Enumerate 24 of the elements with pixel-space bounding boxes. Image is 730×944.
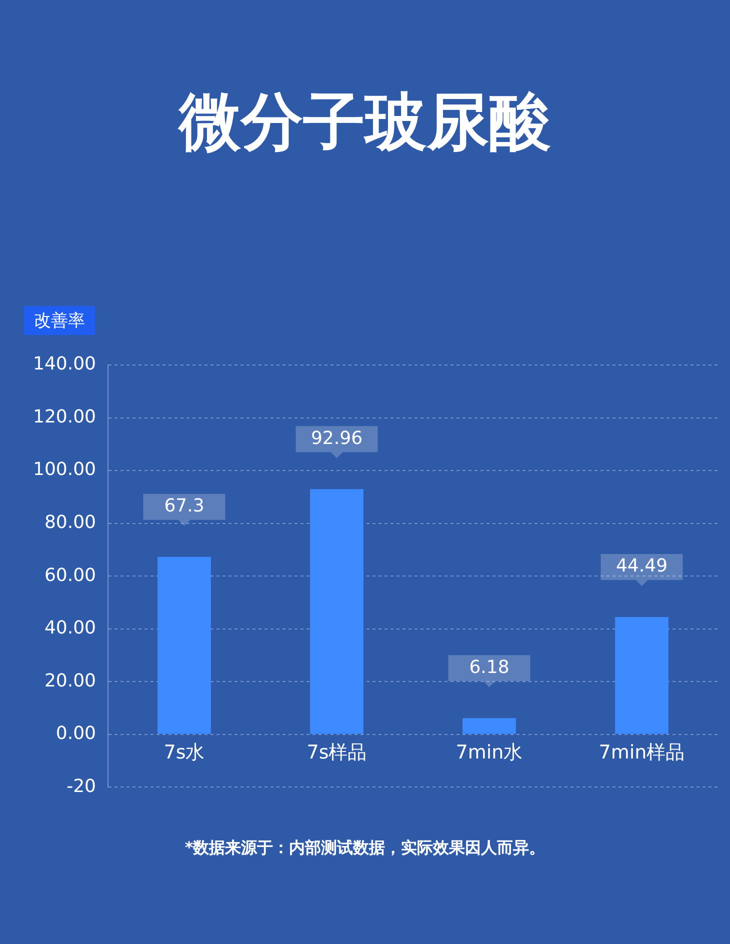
y-tick-label: 40.00: [44, 618, 96, 639]
y-tick-label: -20: [66, 776, 96, 797]
y-tick-label: 60.00: [44, 564, 96, 586]
y-axis-title: 改善率: [24, 306, 95, 335]
y-tick-label: 140.00: [33, 354, 96, 375]
data-label: 6.18: [469, 656, 510, 678]
data-label: 92.96: [310, 428, 363, 449]
y-tick-label: 80.00: [44, 512, 96, 533]
bar: [158, 556, 211, 734]
y-tick-label: 20.00: [44, 670, 96, 692]
data-label: 67.3: [164, 496, 204, 517]
bar: [310, 489, 364, 734]
chart-title: 微分子玻尿酸: [176, 84, 552, 160]
y-tick-label: 100.00: [33, 459, 96, 480]
bar: [462, 718, 516, 734]
x-tick-label: 7s样品: [306, 742, 367, 764]
y-tick-label: 120.00: [33, 406, 96, 428]
y-tick-label: 0.00: [56, 723, 96, 744]
x-tick-label: 7min样品: [598, 742, 685, 764]
bar: [615, 617, 668, 734]
x-tick-label: 7min水: [456, 742, 523, 764]
data-label: 44.49: [616, 556, 668, 577]
text: *数据来源于：内部测试数据，实际效果因人而异。: [184, 838, 546, 859]
x-tick-label: 7s水: [164, 742, 205, 764]
